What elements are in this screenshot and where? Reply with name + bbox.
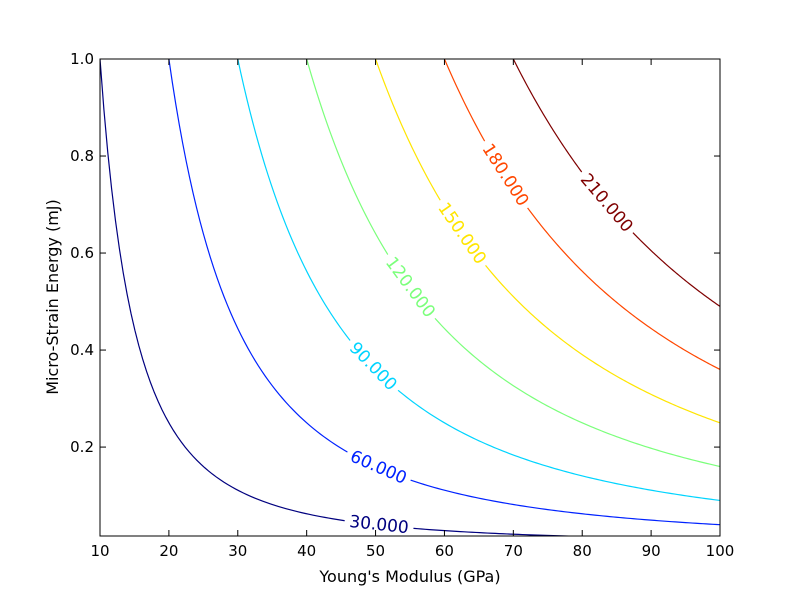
- x-tick-label: 90: [642, 542, 661, 560]
- y-tick-label: 0.6: [70, 244, 94, 262]
- contour-line-150: [374, 59, 720, 424]
- y-axis-label: Micro-Strain Energy (mJ): [43, 199, 62, 395]
- x-tick-label: 50: [366, 542, 385, 560]
- plot-area: [100, 59, 720, 536]
- contour-line-120: [306, 59, 720, 468]
- x-axis-label: Young's Modulus (GPa): [318, 567, 500, 586]
- contour-line-180: [443, 59, 720, 370]
- contour-line-210: [512, 59, 720, 307]
- y-axis: 0.2 0.4 0.6 0.8 1.0: [70, 50, 720, 456]
- x-tick-label: 70: [504, 542, 523, 560]
- contour-line-30: [100, 59, 586, 536]
- y-tick-label: 0.2: [70, 438, 94, 456]
- plot-frame: [99, 58, 721, 537]
- x-tick-label: 40: [297, 542, 316, 560]
- contour-line-90: [237, 59, 720, 502]
- x-tick-label: 20: [159, 542, 178, 560]
- contour-lines: [100, 59, 720, 536]
- y-tick-label: 1.0: [70, 50, 94, 68]
- y-tick-label: 0.8: [70, 147, 94, 165]
- x-tick-label: 100: [706, 542, 735, 560]
- x-tick-label: 30: [228, 542, 247, 560]
- x-tick-label: 60: [435, 542, 454, 560]
- x-tick-label: 10: [90, 542, 109, 560]
- contour-line-60: [168, 59, 720, 526]
- x-axis: 10 20 30 40 50 60 70 80 90 100: [90, 59, 734, 560]
- x-tick-label: 80: [573, 542, 592, 560]
- y-tick-label: 0.4: [70, 341, 94, 359]
